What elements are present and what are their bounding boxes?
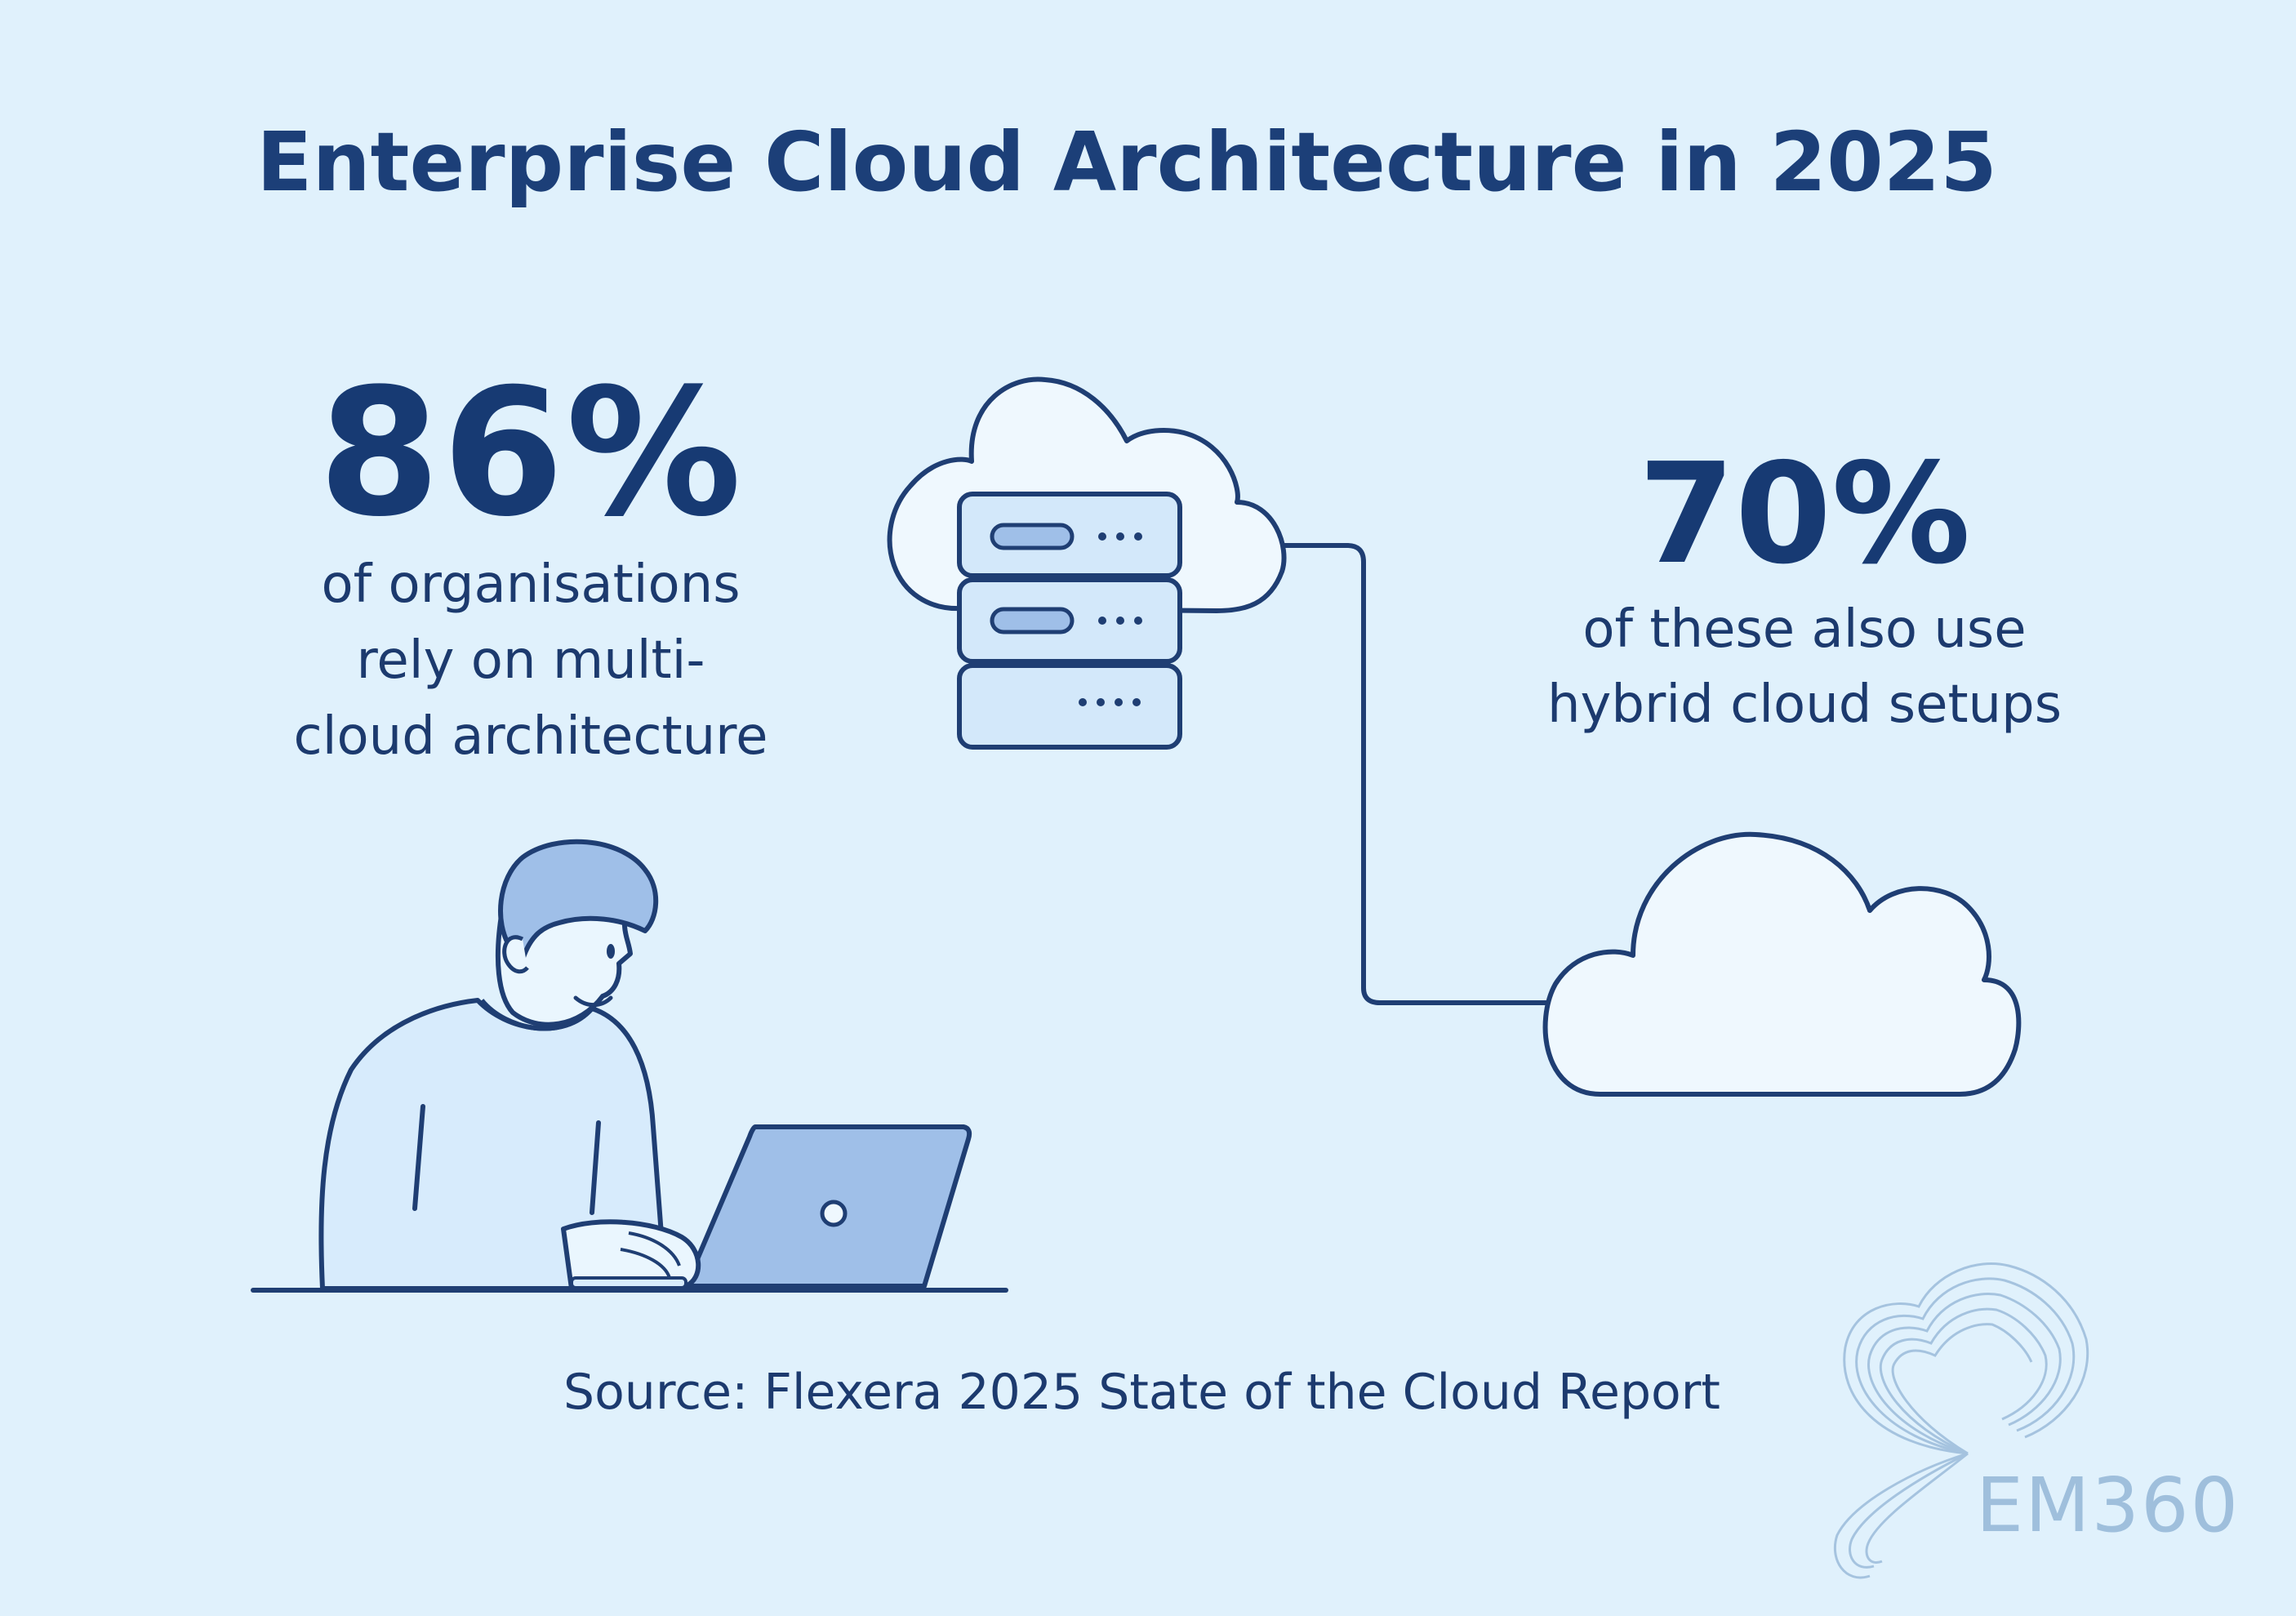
person-torso	[318, 998, 668, 1291]
em360-logo-icon	[1833, 1262, 2089, 1579]
connector-line	[1275, 543, 1554, 1005]
source-citation: Source: Flexera 2025 State of the Cloud …	[563, 1364, 1720, 1421]
stat-hybrid-line-2: hybrid cloud setups	[1546, 674, 2062, 735]
person-hair	[498, 839, 659, 962]
person-hand	[561, 1219, 701, 1291]
stat-hybrid-description: of these also use hybrid cloud setups	[1502, 592, 2107, 742]
page-title: Enterprise Cloud Architecture in 2025	[256, 114, 1997, 210]
person-with-laptop-illustration	[251, 839, 1008, 1293]
stat-multicloud-line-2: rely on multi-	[356, 630, 705, 691]
server-unit-3	[957, 663, 1182, 750]
stat-multicloud-description: of organisations rely on multi- cloud ar…	[245, 547, 817, 775]
em360-logo-text: EM360	[1976, 1462, 2240, 1549]
server-unit-1-slot	[990, 523, 1075, 550]
stat-multicloud-value: 86%	[318, 350, 744, 555]
stat-multicloud-line-3: cloud architecture	[293, 706, 768, 767]
stat-hybrid: 70% of these also use hybrid cloud setup…	[1502, 445, 2107, 742]
laptop-logo	[820, 1200, 848, 1227]
server-stack-icon	[957, 492, 1182, 750]
server-unit-2-slot	[990, 607, 1075, 634]
stat-multicloud: 86% of organisations rely on multi- clou…	[245, 363, 817, 775]
server-cloud-icon	[887, 376, 1287, 750]
stat-multicloud-line-1: of organisations	[321, 554, 741, 615]
stat-hybrid-value: 70%	[1638, 434, 1971, 595]
cloud-icon	[1542, 831, 2022, 1097]
stat-hybrid-line-1: of these also use	[1582, 599, 2027, 660]
